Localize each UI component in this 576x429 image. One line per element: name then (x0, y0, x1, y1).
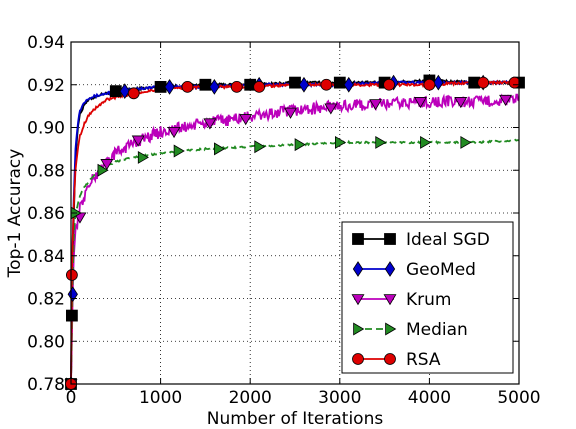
legend-label-rsa: RSA (406, 350, 441, 370)
legend-box (341, 221, 514, 374)
legend-label-geomed: GeoMed (406, 260, 476, 280)
marker-median (375, 135, 387, 149)
legend-marker-krum (383, 294, 397, 306)
marker-rsa (320, 78, 333, 91)
legend-marker-median (385, 322, 397, 336)
y-tick-label: 0.80 (27, 332, 65, 352)
marker-rsa (181, 80, 194, 93)
marker-median (460, 135, 472, 149)
marker-median (214, 142, 226, 156)
marker-krum (284, 107, 297, 119)
marker-krum (131, 135, 145, 147)
y-tick-label: 0.86 (27, 204, 65, 224)
marker-geomed (433, 74, 444, 91)
marker-ideal-sgd (333, 76, 346, 89)
legend-marker-median (353, 322, 365, 336)
markers-layer (64, 74, 525, 392)
marker-krum (203, 118, 217, 130)
x-axis-label: Number of Iterations (207, 409, 384, 429)
y-tick-label: 0.84 (27, 247, 65, 267)
legend-marker-krum (351, 294, 365, 306)
marker-rsa (230, 80, 243, 93)
marker-rsa (423, 78, 436, 91)
y-axis-label: Top-1 Accuracy (5, 149, 25, 279)
marker-median (420, 135, 432, 149)
y-tick-label: 0.92 (27, 76, 65, 96)
legend-marker-ideal-sgd (384, 233, 396, 245)
marker-krum (413, 97, 427, 109)
marker-geomed (343, 76, 354, 93)
marker-krum (100, 159, 114, 171)
marker-krum (454, 97, 468, 109)
legend-marker-geomed (384, 261, 396, 277)
legend-marker-geomed (352, 261, 364, 277)
marker-geomed (298, 76, 310, 93)
x-tick-label: 2000 (229, 388, 272, 408)
marker-rsa (253, 80, 266, 93)
marker-krum (167, 126, 181, 139)
y-tick-label: 0.82 (27, 290, 65, 310)
y-tick-label: 0.88 (27, 161, 65, 181)
marker-ideal-sgd (65, 309, 78, 322)
marker-median (254, 140, 266, 154)
tick-labels: 0 1000 2000 3000 4000 5000 0.78 0.80 0.82 0.84 0.8… (27, 33, 540, 408)
legend-label-ideal-sgd: Ideal SGD (406, 230, 490, 250)
marker-rsa (65, 269, 78, 281)
marker-median (294, 138, 306, 152)
marker-geomed (119, 83, 130, 100)
marker-rsa (508, 76, 521, 89)
y-tick-label: 0.90 (27, 119, 65, 139)
legend-marker-rsa (384, 353, 396, 365)
marker-geomed (67, 286, 78, 303)
marker-median (137, 150, 149, 164)
marker-geomed (164, 79, 175, 95)
series-line-median (70, 138, 520, 385)
marker-rsa (127, 87, 140, 100)
legend: Ideal SGD GeoMed Krum Median RSA (341, 221, 514, 374)
legend-marker-rsa (352, 353, 364, 365)
marker-krum (239, 114, 253, 126)
x-tick-label: 5000 (497, 388, 540, 408)
x-tick-label: 1000 (139, 388, 182, 408)
legend-marker-ideal-sgd (352, 233, 364, 245)
marker-ideal-sgd (199, 78, 212, 91)
y-tick-label: 0.94 (27, 33, 65, 53)
marker-rsa (383, 78, 395, 91)
series-line-krum (70, 93, 520, 385)
x-tick-label: 4000 (408, 388, 451, 408)
marker-ideal-sgd (289, 76, 301, 89)
marker-krum (369, 99, 383, 111)
legend-label-krum: Krum (406, 290, 451, 310)
legend-label-median: Median (406, 320, 468, 340)
marker-krum (499, 94, 513, 107)
x-tick-label: 0 (66, 388, 77, 408)
marker-median (173, 144, 185, 158)
marker-median (97, 163, 109, 177)
marker-median (334, 135, 347, 149)
marker-geomed (209, 79, 220, 95)
y-tick-label: 0.78 (27, 375, 65, 395)
marker-krum (324, 103, 338, 115)
x-tick-label: 3000 (318, 388, 361, 408)
marker-rsa (477, 76, 490, 89)
tick-marks (70, 41, 520, 385)
